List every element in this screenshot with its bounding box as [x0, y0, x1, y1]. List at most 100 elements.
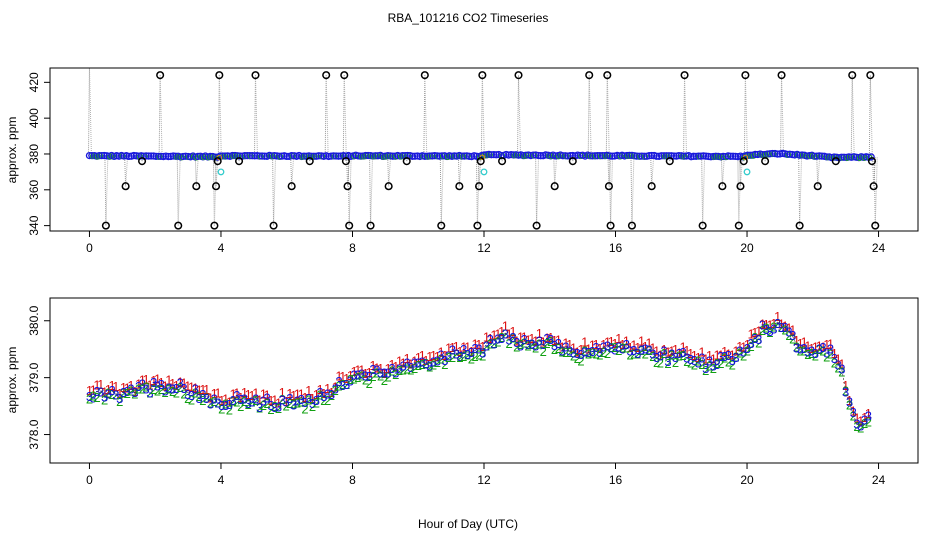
- bottom-trend-segment: [766, 326, 771, 331]
- bottom-series-1-point: 1: [441, 348, 448, 363]
- bottom-series-1-point: 1: [116, 386, 123, 401]
- bottom-series-2-point: 2: [475, 347, 482, 362]
- bottom-trend-segment: [399, 364, 404, 369]
- bottom-series-2-point: 2: [456, 350, 463, 365]
- bottom-trend-segment: [285, 398, 291, 405]
- bottom-series-3-point: 3: [509, 330, 516, 345]
- top-spike-line: [324, 75, 327, 157]
- bottom-series-2-point: 2: [630, 346, 637, 361]
- bottom-series-2-point: 2: [415, 358, 422, 373]
- bottom-series-3-point: 3: [237, 392, 244, 407]
- bottom-series-3-point: 3: [294, 394, 301, 409]
- bottom-trend-segment: [641, 347, 646, 350]
- bottom-series-1-point: 1: [86, 383, 93, 398]
- bottom-series-2-point: 2: [506, 336, 513, 351]
- bottom-trend-segment: [807, 351, 812, 354]
- bottom-trend-segment: [350, 376, 355, 379]
- bottom-trend-segment: [225, 401, 230, 405]
- top-baseline-point: [251, 152, 259, 160]
- bottom-series-2-point: 2: [717, 356, 724, 371]
- bottom-series-1-point: 1: [290, 388, 297, 403]
- bottom-series-1-point: 1: [437, 344, 444, 359]
- top-spike-line: [440, 156, 444, 226]
- bottom-series-2-point: 2: [740, 349, 747, 364]
- bottom-trend-segment: [259, 400, 264, 405]
- bottom-series-2-point: 2: [260, 398, 267, 413]
- bottom-series-1-point: 1: [161, 378, 168, 393]
- bottom-series-3-point: 3: [369, 362, 376, 377]
- bottom-trend-segment: [626, 346, 631, 352]
- bottom-series-3-point: 3: [248, 394, 255, 409]
- bottom-series-1-point: 1: [846, 393, 853, 408]
- bottom-series-2-point: 2: [695, 354, 702, 369]
- bottom-series-2-point: 2: [751, 330, 758, 345]
- top-baseline-point-alt: [750, 152, 757, 159]
- bottom-trend-segment: [709, 362, 714, 364]
- bottom-series-2-point: 2: [558, 344, 565, 359]
- top-xtick-label: 0: [86, 241, 93, 255]
- bottom-series-3-point: 3: [437, 348, 444, 363]
- bottom-series-3-point: 3: [615, 339, 622, 354]
- top-baseline-point: [194, 152, 202, 161]
- bottom-series-3-point: 3: [490, 337, 497, 352]
- bottom-panel: 1231231231231231231231231231231231231231…: [5, 297, 919, 531]
- bottom-series-1-point: 1: [483, 329, 490, 344]
- top-baseline-point: [408, 152, 417, 160]
- bottom-series-3-point: 3: [207, 396, 214, 411]
- top-spike-point: [475, 182, 484, 191]
- bottom-series-3-point: 3: [558, 344, 565, 359]
- bottom-trend-segment: [781, 325, 786, 329]
- bottom-series-1-point: 1: [604, 335, 611, 350]
- bottom-series-1-point: 1: [396, 353, 403, 368]
- top-spike-line: [739, 156, 743, 187]
- bottom-series-1-point: 1: [834, 351, 841, 366]
- bottom-series-3-point: 3: [691, 353, 698, 368]
- bottom-series-3-point: 3: [252, 392, 259, 407]
- bottom-series-1-point: 1: [411, 354, 418, 369]
- bottom-ytick-label: 379.0: [27, 362, 41, 392]
- bottom-trend-segment: [410, 363, 415, 369]
- bottom-trend-segment: [127, 387, 132, 392]
- bottom-series-2-point: 2: [222, 397, 229, 412]
- bottom-trend-segment: [149, 383, 155, 390]
- bottom-series-1-point: 1: [430, 348, 437, 363]
- bottom-trend-segment: [512, 336, 518, 344]
- bottom-series-1-point: 1: [218, 393, 225, 408]
- bottom-trend-segment: [104, 391, 109, 396]
- bottom-series-3-point: 3: [233, 388, 240, 403]
- bottom-series-3-point: 3: [154, 379, 161, 394]
- bottom-series-1-point: 1: [574, 345, 581, 360]
- bottom-series-1-point: 1: [407, 356, 414, 371]
- bottom-series-2-point: 2: [351, 372, 358, 387]
- bottom-series-2-point: 2: [434, 355, 441, 370]
- bottom-series-2-point: 2: [377, 368, 384, 383]
- top-baseline-point: [665, 152, 673, 160]
- top-spike-point: [402, 157, 411, 166]
- bottom-trend-segment: [720, 356, 725, 360]
- bottom-trend-segment: [365, 375, 370, 379]
- top-baseline-point: [534, 151, 542, 160]
- top-baseline-point-alt: [94, 153, 101, 160]
- bottom-series-1-point: 1: [237, 390, 244, 405]
- bottom-panel-ylabel: approx. ppm: [5, 347, 19, 414]
- bottom-trend-segment: [471, 350, 476, 355]
- bottom-series-1-point: 1: [585, 342, 592, 357]
- bottom-trend-segment: [395, 367, 400, 373]
- bottom-series-3-point: 3: [324, 386, 331, 401]
- bottom-series-2-point: 2: [184, 391, 191, 406]
- bottom-series-2-point: 2: [468, 351, 475, 366]
- bottom-series-3-point: 3: [135, 379, 142, 394]
- top-spike-point: [215, 71, 224, 80]
- bottom-series-3-point: 3: [517, 339, 524, 354]
- bottom-series-1-point: 1: [558, 340, 565, 355]
- bottom-series-3-point: 3: [789, 328, 796, 343]
- top-spike-point: [340, 71, 349, 80]
- top-spike-point: [341, 157, 350, 166]
- bottom-series-3-point: 3: [282, 395, 289, 410]
- figure-title: RBA_101216 CO2 Timeseries: [388, 11, 549, 25]
- bottom-trend-segment: [603, 346, 608, 348]
- bottom-series-1-point: 1: [294, 386, 301, 401]
- top-baseline-point-alt: [361, 153, 368, 160]
- bottom-series-1-point: 1: [158, 375, 165, 390]
